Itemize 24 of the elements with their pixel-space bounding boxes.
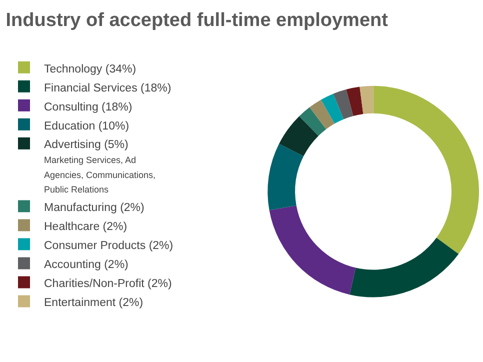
legend-label: Charities/Non-Profit (2%) bbox=[44, 278, 172, 290]
legend-label: Manufacturing (2%) bbox=[44, 202, 145, 214]
donut-slice bbox=[310, 100, 335, 130]
text: Marketing Services, Ad Agencies, Communications, Public Relations bbox=[44, 154, 156, 195]
donut-slice bbox=[360, 86, 374, 114]
legend-label: Consumer Products (2%) bbox=[44, 240, 174, 252]
donut-slice bbox=[333, 89, 354, 120]
donut-slice bbox=[299, 107, 326, 136]
legend-label: Advertising (5%) bbox=[44, 138, 129, 151]
legend-label: Consulting (18%) bbox=[44, 101, 132, 114]
legend-label: Financial Services (18%) bbox=[44, 82, 172, 94]
donut-slice bbox=[320, 94, 344, 124]
legend-label: Healthcare (2%) bbox=[44, 221, 128, 234]
donut-slice bbox=[279, 116, 318, 156]
legend-label: Accounting (2%) bbox=[44, 259, 129, 272]
legend-label: Education (10%) bbox=[44, 120, 130, 132]
legend-label: Technology (34%) bbox=[44, 63, 136, 76]
donut-slice bbox=[350, 238, 459, 298]
donut-slice bbox=[268, 144, 304, 210]
legend-label: Entertainment (2%) bbox=[44, 297, 144, 310]
donut-slice bbox=[346, 86, 364, 116]
chart-title: Industry of accepted full-time employment bbox=[6, 10, 389, 31]
donut-slice bbox=[269, 205, 356, 295]
donut-slice bbox=[373, 86, 479, 254]
